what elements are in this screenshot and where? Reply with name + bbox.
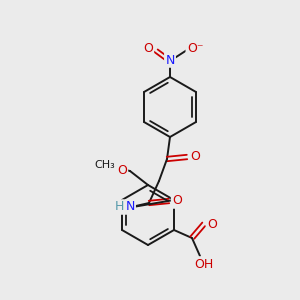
- Text: N: N: [125, 200, 135, 214]
- Text: O: O: [207, 218, 217, 230]
- Text: H: H: [114, 200, 124, 214]
- Text: CH₃: CH₃: [94, 160, 116, 170]
- Text: O⁻: O⁻: [187, 41, 203, 55]
- Text: O: O: [190, 151, 200, 164]
- Text: O: O: [117, 164, 127, 176]
- Text: N: N: [165, 53, 175, 67]
- Text: OH: OH: [194, 257, 214, 271]
- Text: O: O: [143, 41, 153, 55]
- Text: O: O: [172, 194, 182, 208]
